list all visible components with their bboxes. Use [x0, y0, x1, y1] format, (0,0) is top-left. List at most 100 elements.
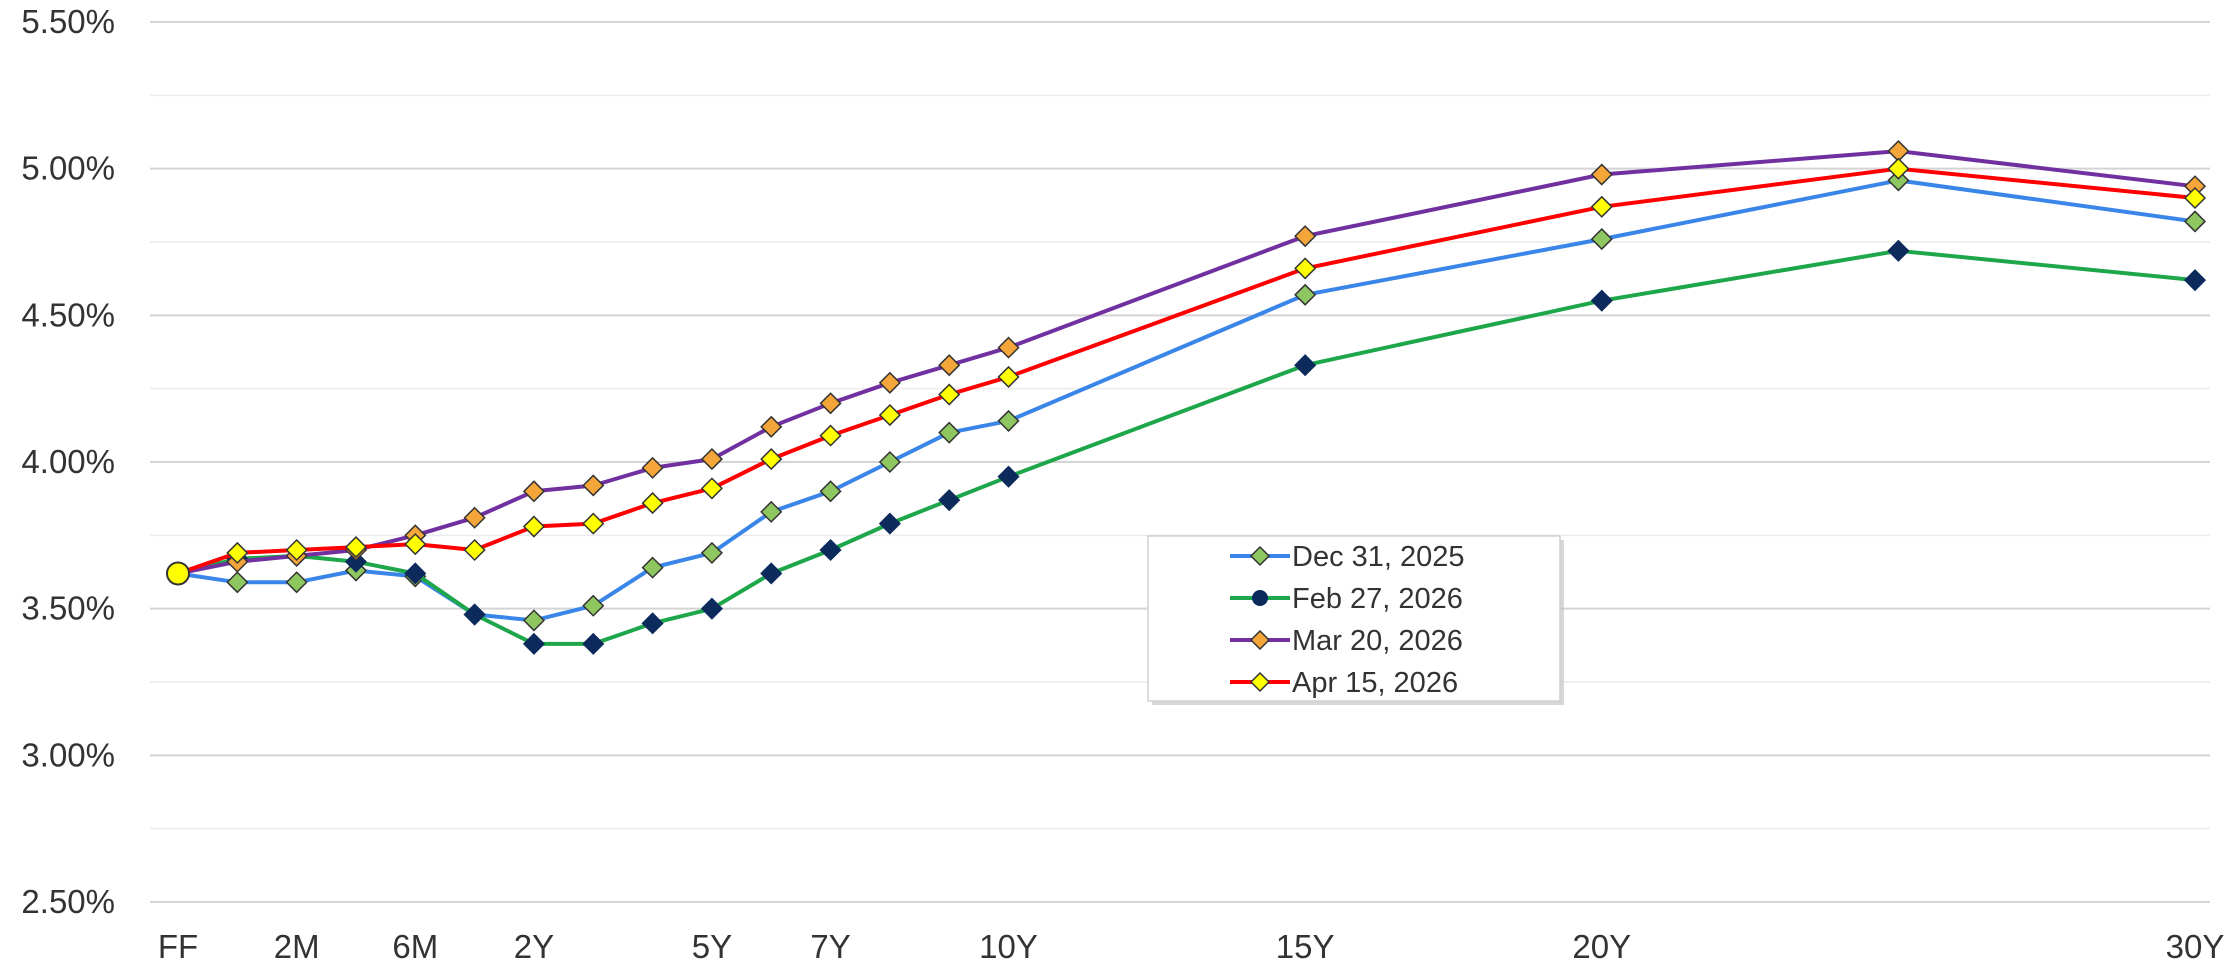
- data-point: [285, 571, 308, 594]
- data-point: [1590, 228, 1613, 251]
- data-point: [700, 541, 723, 564]
- legend-swatch-marker: [1249, 545, 1271, 567]
- data-point: [226, 541, 249, 564]
- legend: Dec 31, 2025 Feb 27, 2026 Mar 20, 2026 Apr …: [1147, 535, 1564, 705]
- data-point: [938, 354, 961, 377]
- series-line: [177, 149, 2196, 576]
- data-point: [700, 597, 723, 620]
- data-point: [582, 594, 605, 617]
- data-point: [1887, 239, 1910, 262]
- data-point: [641, 456, 664, 479]
- x-tick-label: 6M: [392, 928, 438, 961]
- data-point: [522, 515, 546, 538]
- series-4: [177, 157, 2207, 576]
- data-point: [2183, 186, 2207, 210]
- data-point: [2183, 269, 2207, 292]
- y-tick-label: 5.50%: [21, 3, 115, 40]
- data-point: [819, 538, 842, 562]
- x-tick-label: 7Y: [810, 928, 850, 961]
- data-point: [522, 480, 546, 503]
- data-point: [522, 609, 546, 632]
- data-point: [463, 603, 486, 626]
- series-3: [177, 140, 2207, 576]
- data-point: [878, 450, 901, 474]
- data-point: [1887, 157, 1910, 180]
- series-layer: [166, 140, 2207, 655]
- data-point: [819, 424, 842, 447]
- data-point: [404, 562, 427, 585]
- data-point: [582, 632, 605, 655]
- legend-box: [1147, 535, 1561, 702]
- y-tick-label: 5.00%: [21, 150, 115, 187]
- data-point: [760, 448, 783, 471]
- x-tick-label: 2M: [274, 928, 320, 961]
- data-point: [878, 371, 901, 394]
- x-tick-label: 15Y: [1276, 928, 1335, 961]
- data-point: [938, 421, 961, 444]
- series-2: [177, 239, 2207, 655]
- data-point: [404, 533, 427, 556]
- legend-item: Apr 15, 2026: [1230, 667, 1458, 699]
- data-point: [997, 336, 1020, 359]
- data-point: [344, 536, 368, 559]
- highlight-point: [166, 561, 190, 586]
- x-tick-label: 10Y: [979, 928, 1038, 961]
- data-point: [582, 474, 605, 497]
- legend-swatch-marker: [1249, 671, 1271, 693]
- data-point: [1887, 169, 1910, 192]
- data-point: [1294, 257, 1317, 280]
- data-point: [641, 612, 664, 635]
- data-point: [2183, 210, 2207, 233]
- legend-item: Feb 27, 2026: [1230, 583, 1463, 615]
- legend-item: Dec 31, 2025: [1230, 541, 1465, 573]
- data-point: [1294, 225, 1317, 248]
- x-tick-label: 2Y: [514, 928, 554, 961]
- legend-label: Apr 15, 2026: [1292, 667, 1458, 699]
- data-point: [997, 365, 1020, 388]
- data-point: [878, 404, 901, 427]
- data-point: [997, 409, 1020, 432]
- data-point: [760, 562, 783, 585]
- data-point: [1294, 354, 1317, 377]
- data-point: [463, 506, 486, 529]
- x-tick-label: 5Y: [692, 928, 732, 961]
- legend-swatch-marker: [1252, 590, 1268, 606]
- x-tick-label: FF: [158, 928, 198, 961]
- data-point: [938, 383, 961, 406]
- data-point: [1590, 195, 1613, 218]
- data-point: [819, 480, 842, 503]
- data-point: [878, 512, 901, 535]
- x-axis: FF 2M 6M 2Y 5Y 7Y 10Y 15Y 20Y 30Y: [158, 928, 2225, 961]
- data-point: [285, 538, 308, 562]
- legend-swatch-marker: [1249, 629, 1271, 651]
- legend-label: Mar 20, 2026: [1292, 625, 1463, 657]
- y-tick-label: 4.00%: [21, 443, 115, 480]
- x-tick-label: 30Y: [2166, 928, 2225, 961]
- data-point: [1294, 283, 1317, 306]
- data-point: [226, 571, 249, 594]
- data-point: [700, 448, 723, 471]
- y-tick-label: 4.50%: [21, 296, 115, 333]
- data-point: [1590, 289, 1613, 312]
- legend-item: Mar 20, 2026: [1230, 625, 1463, 657]
- data-point: [463, 538, 486, 562]
- data-point: [997, 465, 1020, 488]
- data-point: [344, 550, 368, 573]
- data-point: [760, 415, 783, 438]
- y-tick-label: 3.00%: [21, 736, 115, 773]
- data-point: [700, 477, 723, 500]
- legend-label: Feb 27, 2026: [1292, 583, 1463, 615]
- data-point: [1590, 163, 1613, 186]
- data-point: [522, 632, 546, 655]
- legend-label: Dec 31, 2025: [1292, 541, 1465, 573]
- data-point: [819, 392, 842, 415]
- data-point: [582, 512, 605, 535]
- data-point: [760, 500, 783, 523]
- y-tick-label: 3.50%: [21, 590, 115, 627]
- y-axis: 5.50% 5.00% 4.50% 4.00% 3.50% 3.00% 2.50%: [21, 3, 115, 920]
- y-tick-label: 2.50%: [21, 883, 115, 920]
- data-point: [641, 492, 664, 515]
- x-tick-label: 20Y: [1572, 928, 1631, 961]
